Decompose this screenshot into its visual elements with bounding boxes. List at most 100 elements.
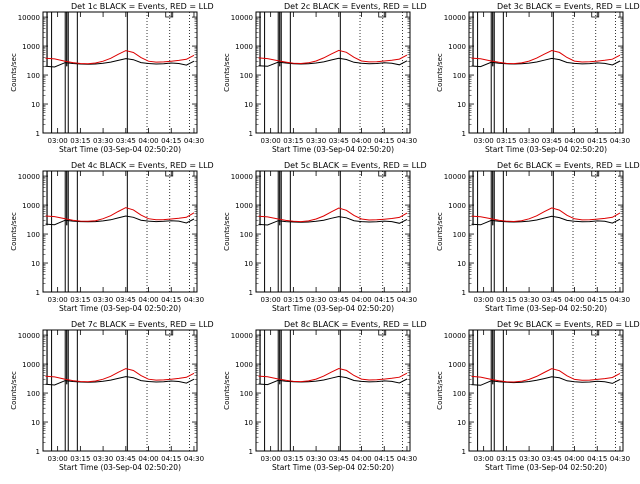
y-tick-label: 10000: [444, 332, 466, 340]
y-tick-label: 1000: [22, 43, 40, 51]
y-tick-label: 10: [457, 101, 466, 109]
y-tick-label: 1: [249, 289, 253, 297]
plot-frame: [255, 329, 411, 452]
lld-series-line: [45, 207, 195, 222]
x-tick-label: 03:00: [474, 455, 494, 463]
chart-title: Det 9c BLACK = Events, RED = LLD: [497, 320, 640, 329]
x-tick-label: 03:15: [496, 455, 516, 463]
x-tick-label: 04:30: [610, 296, 630, 304]
x-tick-label: 03:00: [48, 455, 68, 463]
y-axis-label: Counts/sec: [436, 212, 444, 251]
y-tick-label: 10: [244, 101, 253, 109]
x-tick-label: 04:30: [397, 137, 417, 145]
x-tick-label: 03:30: [519, 137, 539, 145]
y-tick-label: 10: [31, 101, 40, 109]
y-tick-label: 10: [31, 260, 40, 268]
y-tick-label: 1000: [235, 361, 253, 369]
y-axis-label: Counts/sec: [223, 371, 231, 410]
y-tick-label: 100: [27, 231, 40, 239]
chart-panel-8: Det 8c BLACK = Events, RED = LLD 1 10 100 10…: [223, 320, 427, 472]
lld-series-line: [45, 50, 195, 65]
y-tick-label: 100: [453, 231, 466, 239]
y-tick-label: 1: [36, 130, 40, 138]
x-tick-label: 04:30: [610, 137, 630, 145]
data-gap-bracket: [165, 171, 174, 177]
events-series-line: [471, 376, 621, 386]
x-tick-label: 04:15: [374, 137, 394, 145]
x-axis-label: Start Time (03-Sep-04 02:50:20): [485, 145, 607, 154]
chart-title: Det 2c BLACK = Events, RED = LLD: [284, 2, 427, 11]
x-tick-label: 03:15: [496, 137, 516, 145]
chart-panel-7: Det 7c BLACK = Events, RED = LLD 1 10 100 10…: [10, 320, 214, 472]
plot-frame: [468, 11, 624, 134]
data-gap-bracket: [591, 171, 600, 177]
y-axis-label: Counts/sec: [436, 53, 444, 92]
plot-frame: [255, 11, 411, 134]
y-tick-label: 10000: [444, 14, 466, 22]
x-tick-label: 03:30: [306, 296, 326, 304]
x-tick-label: 03:30: [93, 137, 113, 145]
chart-title: Det 6c BLACK = Events, RED = LLD: [497, 161, 640, 170]
events-series-line: [45, 376, 195, 386]
y-tick-label: 100: [240, 72, 253, 80]
y-tick-label: 1000: [22, 202, 40, 210]
y-tick-label: 100: [240, 231, 253, 239]
x-axis-label: Start Time (03-Sep-04 02:50:20): [272, 304, 394, 313]
x-tick-label: 03:45: [329, 137, 349, 145]
data-gap-bracket: [165, 330, 174, 336]
data-gap-bracket: [378, 330, 387, 336]
x-tick-label: 03:30: [306, 455, 326, 463]
y-tick-label: 10: [244, 419, 253, 427]
y-axis-label: Counts/sec: [436, 371, 444, 410]
plot-frame: [42, 329, 198, 452]
x-tick-label: 03:15: [283, 296, 303, 304]
x-tick-label: 04:15: [374, 296, 394, 304]
x-tick-label: 03:30: [93, 455, 113, 463]
y-axis-label: Counts/sec: [10, 371, 18, 410]
chart-panel-5: Det 5c BLACK = Events, RED = LLD 1 10 100 10…: [223, 161, 427, 313]
y-axis-label: Counts/sec: [223, 212, 231, 251]
x-tick-label: 04:00: [138, 296, 158, 304]
y-tick-label: 10000: [444, 173, 466, 181]
y-tick-label: 10: [457, 419, 466, 427]
lld-series-line: [258, 367, 408, 383]
x-tick-label: 03:45: [116, 137, 136, 145]
y-tick-label: 1000: [235, 43, 253, 51]
x-tick-label: 04:30: [184, 455, 204, 463]
data-gap-bracket: [591, 330, 600, 336]
y-tick-label: 1: [249, 130, 253, 138]
x-axis-label: Start Time (03-Sep-04 02:50:20): [59, 463, 181, 472]
x-tick-label: 03:00: [474, 296, 494, 304]
x-tick-label: 03:00: [261, 455, 281, 463]
x-tick-label: 03:15: [496, 296, 516, 304]
x-axis-label: Start Time (03-Sep-04 02:50:20): [485, 463, 607, 472]
x-tick-label: 03:00: [261, 296, 281, 304]
x-tick-label: 03:15: [70, 137, 90, 145]
x-tick-label: 03:15: [70, 455, 90, 463]
y-tick-label: 10000: [231, 173, 253, 181]
y-tick-label: 100: [453, 72, 466, 80]
x-tick-label: 03:15: [283, 137, 303, 145]
x-axis-label: Start Time (03-Sep-04 02:50:20): [272, 463, 394, 472]
chart-panel-1: Det 1c BLACK = Events, RED = LLD 1 10 100 10…: [10, 2, 214, 154]
x-tick-label: 03:45: [542, 296, 562, 304]
y-axis-label: Counts/sec: [10, 53, 18, 92]
y-axis-label: Counts/sec: [10, 212, 18, 251]
plot-frame: [255, 170, 411, 293]
lld-series-line: [471, 207, 621, 223]
x-tick-label: 04:15: [587, 296, 607, 304]
x-tick-label: 03:45: [116, 296, 136, 304]
y-tick-label: 1000: [448, 43, 466, 51]
x-tick-label: 04:30: [184, 296, 204, 304]
chart-title: Det 8c BLACK = Events, RED = LLD: [284, 320, 427, 329]
y-tick-label: 1: [462, 448, 466, 456]
chart-title: Det 5c BLACK = Events, RED = LLD: [284, 161, 427, 170]
x-tick-label: 04:15: [161, 137, 181, 145]
events-series-line: [258, 375, 408, 386]
x-tick-label: 03:15: [70, 296, 90, 304]
y-tick-label: 10000: [231, 14, 253, 22]
y-tick-label: 1: [462, 130, 466, 138]
x-tick-label: 03:45: [542, 455, 562, 463]
x-tick-label: 03:45: [116, 455, 136, 463]
